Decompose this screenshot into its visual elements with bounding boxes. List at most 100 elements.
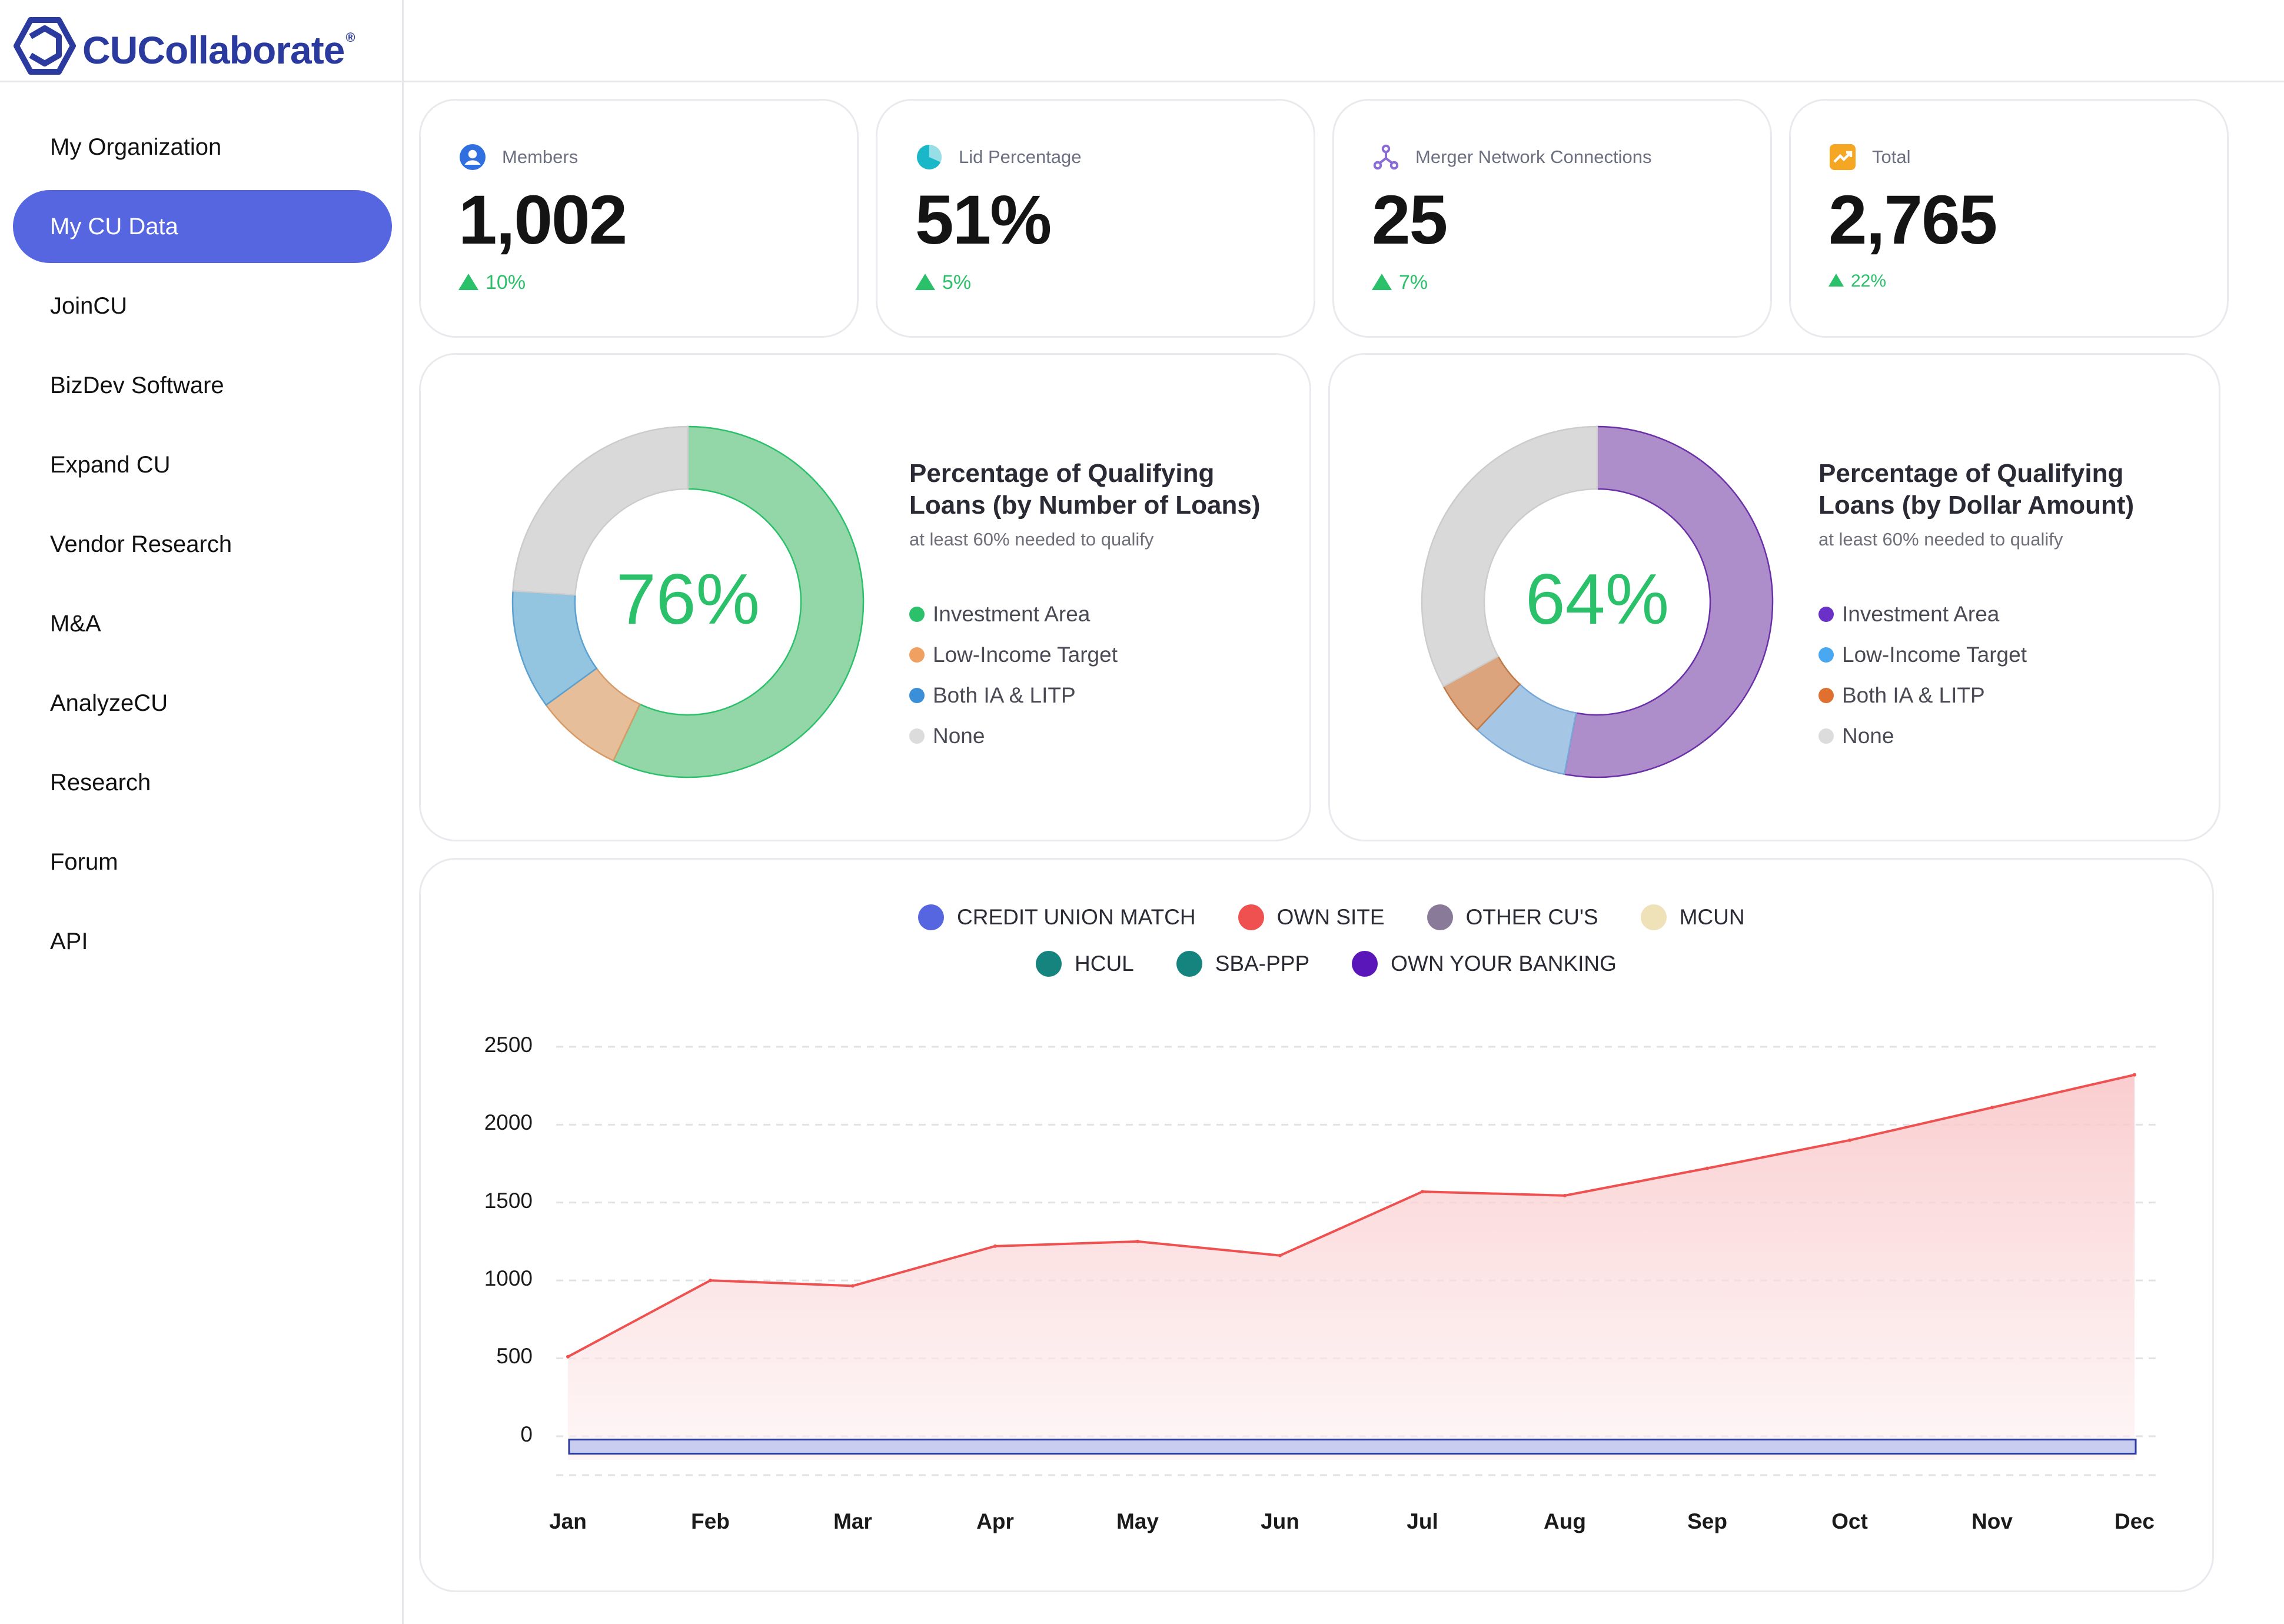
legend-dot [909, 606, 925, 622]
y-tick-label: 0 [520, 1422, 533, 1446]
donut-chart-number [511, 425, 865, 778]
donut-card-number-of-loans: 76% Percentage of Qualifying Loans (by N… [419, 353, 1311, 841]
legend-item: Low-Income Target [1818, 634, 2027, 675]
donut-title: Percentage of Qualifying Loans (by Numbe… [909, 459, 1261, 520]
line-chart-card: CREDIT UNION MATCH OWN SITE OTHER CU'S M… [419, 858, 2214, 1592]
sidebar: CUCollaborate® My Organization My CU Dat… [0, 0, 404, 1624]
header-divider [0, 81, 2284, 82]
legend-dot [909, 647, 925, 663]
legend-dot [1036, 951, 1062, 977]
kpi-value: 25 [1372, 181, 1448, 259]
kpi-value: 2,765 [1828, 181, 1997, 259]
donut-slice-investment-area[interactable] [612, 425, 865, 778]
sidebar-item-expand-cu[interactable]: Expand CU [50, 451, 171, 478]
trending-up-icon [1830, 144, 1856, 170]
legend-item: Both IA & LITP [909, 675, 1118, 716]
kpi-label: Lid Percentage [959, 147, 1082, 167]
own-site-point-mar[interactable] [851, 1284, 855, 1288]
own-site-point-oct[interactable] [1848, 1138, 1851, 1142]
sidebar-item-api[interactable]: API [50, 928, 88, 954]
sidebar-item-bizdev-software[interactable]: BizDev Software [50, 372, 224, 398]
donut-legend: Investment Area Low-Income Target Both I… [1818, 594, 2027, 756]
sidebar-item-forum[interactable]: Forum [50, 848, 118, 875]
x-tick-label: May [1116, 1509, 1159, 1533]
network-icon [1373, 144, 1399, 170]
kpi-value: 51% [915, 181, 1052, 259]
legend-dot [1427, 904, 1453, 930]
kpi-delta: 22% [1828, 271, 1886, 291]
logo[interactable]: CUCollaborate® [12, 11, 355, 81]
legend-item-own-site[interactable]: OWN SITE [1238, 904, 1385, 930]
chart-legend-row-2: HCUL SBA-PPP OWN YOUR BANKING [1036, 951, 1659, 977]
own-site-area [568, 1074, 2135, 1460]
own-site-point-apr[interactable] [993, 1244, 997, 1248]
y-tick-label: 2000 [484, 1110, 533, 1135]
legend-item-sba-ppp[interactable]: SBA-PPP [1176, 951, 1309, 977]
legend-dot [1818, 687, 1834, 703]
sidebar-item-my-organization[interactable]: My Organization [50, 134, 222, 160]
own-site-point-jun[interactable] [1278, 1253, 1282, 1257]
trend-up-icon [458, 273, 478, 290]
own-site-point-dec[interactable] [2133, 1073, 2136, 1077]
legend-dot [1352, 951, 1378, 977]
legend-item: Low-Income Target [909, 634, 1118, 675]
legend-dot [909, 728, 925, 744]
x-tick-label: Aug [1544, 1509, 1586, 1533]
x-tick-label: Jan [549, 1509, 587, 1533]
area-chart [556, 1046, 2157, 1476]
own-site-point-may[interactable] [1136, 1239, 1139, 1243]
legend-item-mcun[interactable]: MCUN [1640, 904, 1745, 930]
sidebar-item-analyzecu[interactable]: AnalyzeCU [50, 690, 168, 716]
own-site-point-feb[interactable] [709, 1279, 712, 1283]
donut-legend: Investment Area Low-Income Target Both I… [909, 594, 1118, 756]
donut-card-dollar-amount: 64% Percentage of Qualifying Loans (by D… [1328, 353, 2220, 841]
x-tick-label: Mar [833, 1509, 872, 1533]
sidebar-item-m-and-a[interactable]: M&A [50, 610, 101, 637]
x-tick-label: Dec [2115, 1509, 2155, 1533]
chart-legend-row-1: CREDIT UNION MATCH OWN SITE OTHER CU'S M… [918, 904, 1787, 930]
own-site-point-sep[interactable] [1705, 1166, 1709, 1170]
sidebar-nav: My Organization My CU Data JoinCU BizDev… [13, 111, 392, 984]
legend-dot [918, 904, 944, 930]
y-tick-label: 1500 [484, 1188, 533, 1213]
donut-subtitle: at least 60% needed to qualify [909, 529, 1154, 550]
kpi-value: 1,002 [458, 181, 627, 259]
donut-slice-investment-area[interactable] [1563, 425, 1774, 778]
trend-up-icon [915, 273, 935, 290]
legend-item-own-your-banking[interactable]: OWN YOUR BANKING [1352, 951, 1617, 977]
trend-up-icon [1828, 274, 1844, 287]
pie-icon [917, 144, 942, 169]
x-tick-label: Apr [976, 1509, 1014, 1533]
donut-slice-none[interactable] [512, 425, 689, 596]
own-site-point-jul[interactable] [1421, 1190, 1424, 1194]
legend-item: None [909, 716, 1118, 756]
legend-dot [1818, 647, 1834, 663]
donut-center-label: 64% [1525, 559, 1670, 639]
sidebar-item-vendor-research[interactable]: Vendor Research [50, 531, 232, 557]
own-site-point-aug[interactable] [1563, 1193, 1567, 1197]
credit-union-match-band[interactable] [568, 1439, 2137, 1455]
own-site-point-nov[interactable] [1990, 1106, 1994, 1110]
legend-item: Investment Area [1818, 594, 2027, 634]
legend-item-hcul[interactable]: HCUL [1036, 951, 1134, 977]
x-tick-label: Feb [691, 1509, 730, 1533]
donut-slice-none[interactable] [1421, 425, 1598, 688]
legend-item-other-cus[interactable]: OTHER CU'S [1427, 904, 1598, 930]
legend-item: None [1818, 716, 2027, 756]
kpi-delta: 10% [458, 271, 526, 294]
sidebar-item-my-cu-data[interactable]: My CU Data [13, 190, 392, 263]
x-tick-label: Oct [1831, 1509, 1868, 1533]
sidebar-item-research[interactable]: Research [50, 769, 151, 796]
donut-title: Percentage of Qualifying Loans (by Dolla… [1818, 459, 2135, 520]
legend-dot [1238, 904, 1264, 930]
own-site-point-jan[interactable] [566, 1355, 570, 1359]
sidebar-item-joincu[interactable]: JoinCU [50, 292, 128, 319]
y-tick-label: 2500 [484, 1033, 533, 1057]
legend-item: Both IA & LITP [1818, 675, 2027, 716]
own-site-line[interactable] [567, 1073, 2135, 1358]
donut-subtitle: at least 60% needed to qualify [1818, 529, 2063, 550]
legend-dot [1176, 951, 1202, 977]
legend-item-credit-union-match[interactable]: CREDIT UNION MATCH [918, 904, 1196, 930]
kpi-card-lid-percentage: Lid Percentage 51% 5% [876, 99, 1315, 338]
kpi-delta: 5% [915, 271, 971, 294]
